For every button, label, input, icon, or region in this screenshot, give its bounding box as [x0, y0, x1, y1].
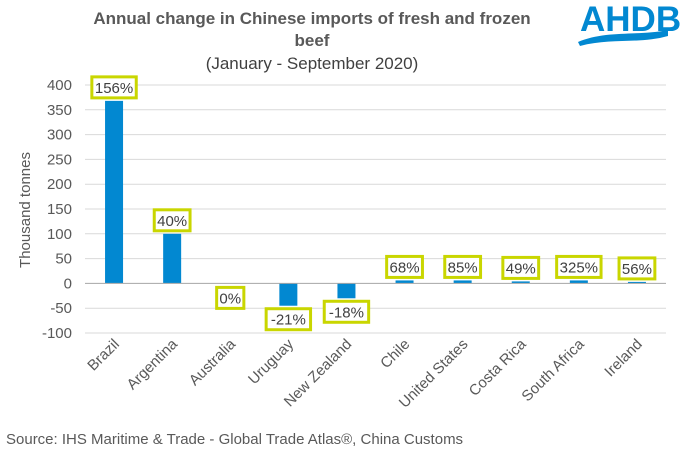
data-label-text: 68%	[390, 259, 420, 276]
bar-uruguay	[279, 283, 298, 306]
data-label-text: 0%	[219, 290, 241, 307]
data-label-box	[215, 285, 246, 310]
y-tick-label: 350	[47, 102, 72, 119]
y-axis-label: Thousand tonnes	[17, 152, 34, 268]
ahdb-logo: AHDB	[578, 0, 680, 46]
x-category-label: Argentina	[124, 335, 182, 393]
data-label: -18%	[322, 299, 371, 324]
bars	[105, 100, 646, 306]
x-category-label: Ireland	[601, 336, 645, 380]
data-label-box	[264, 307, 313, 332]
bar-chile	[395, 280, 414, 284]
bar-south-africa	[569, 280, 588, 284]
data-label-box	[443, 254, 483, 279]
y-tick-label: 300	[47, 127, 72, 144]
y-tick-label: 150	[47, 201, 72, 218]
data-label: 325%	[555, 254, 603, 279]
x-category-label: Brazil	[84, 336, 123, 375]
data-label: 0%	[215, 285, 246, 310]
y-tick-label: 50	[55, 251, 72, 268]
data-label-box	[322, 299, 371, 324]
data-label: 56%	[617, 256, 657, 281]
x-category-label: Chile	[377, 336, 413, 372]
data-label-text: 40%	[157, 213, 187, 230]
y-axis-ticks: 400 350 300 250 200 150 100 50 0 -50 -100	[42, 77, 72, 342]
data-label-box	[90, 75, 138, 100]
chart-title-line-2: beef	[295, 31, 330, 50]
y-tick-label: 100	[47, 226, 72, 243]
data-label: 49%	[501, 255, 541, 280]
data-label-box	[555, 254, 603, 279]
logo-wave-icon	[578, 30, 668, 46]
data-label-text: 85%	[448, 259, 478, 276]
source-note: Source: IHS Maritime & Trade - Global Tr…	[6, 431, 463, 448]
data-label-box	[385, 254, 424, 279]
data-label: 68%	[385, 254, 424, 279]
gridlines	[85, 84, 666, 334]
data-label-text: 56%	[622, 261, 652, 278]
data-label: -21%	[264, 307, 313, 332]
data-label-text: 325%	[560, 259, 598, 276]
y-tick-label: 200	[47, 176, 72, 193]
data-label-text: 156%	[95, 80, 133, 97]
bar-ireland	[627, 281, 646, 284]
y-tick-label: -100	[42, 325, 72, 342]
bar-costa-rica	[511, 281, 530, 284]
data-labels: 156% 40% 0% -21% -18% 68% 85% 49% 325% 56%	[90, 75, 657, 332]
chart-title-line-1: Annual change in Chinese imports of fres…	[93, 9, 530, 28]
bar-argentina	[163, 233, 182, 284]
data-label: 85%	[443, 254, 483, 279]
bar-new-zealand	[337, 283, 356, 299]
data-label-box	[617, 256, 657, 281]
data-label-text: -21%	[271, 312, 306, 329]
x-category-label: Australia	[186, 335, 240, 389]
data-label: 40%	[152, 208, 192, 233]
data-label-text: 49%	[506, 260, 536, 277]
data-label: 156%	[90, 75, 138, 100]
data-label-text: -18%	[329, 304, 364, 321]
y-tick-label: 250	[47, 151, 72, 168]
y-tick-label: 400	[47, 77, 72, 94]
x-category-label: Uruguay	[245, 335, 297, 387]
y-tick-label: -50	[50, 300, 72, 317]
y-tick-label: 0	[64, 275, 72, 292]
data-label-box	[152, 208, 192, 233]
x-category-label: South Africa	[518, 335, 588, 405]
bar-brazil	[105, 100, 124, 284]
data-label-box	[501, 255, 541, 280]
chart-subtitle: (January - September 2020)	[206, 54, 419, 73]
bar-united-states	[453, 280, 472, 284]
